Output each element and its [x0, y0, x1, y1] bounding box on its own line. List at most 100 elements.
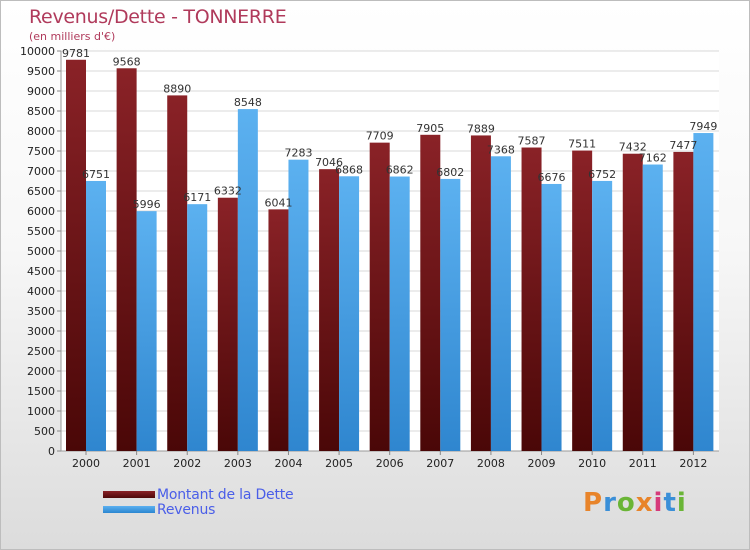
data-label: 6041 [264, 196, 292, 209]
legend-swatch-revenue [103, 506, 155, 513]
legend-swatch-debt [103, 491, 155, 498]
y-tick-label: 4500 [27, 265, 55, 278]
data-label: 6676 [538, 171, 566, 184]
proxiti-logo: Proxiti [583, 488, 687, 518]
y-tick-label: 8000 [27, 125, 55, 138]
bar-revenue [136, 211, 157, 451]
legend-item-debt: Montant de la Dette [103, 486, 294, 503]
logo-letter: P [583, 488, 604, 518]
data-label: 8548 [234, 96, 262, 109]
y-tick-label: 2000 [27, 365, 55, 378]
y-tick-label: 1000 [27, 405, 55, 418]
data-label: 7587 [518, 135, 546, 148]
x-tick-label: 2011 [629, 457, 657, 470]
bar-revenue [592, 180, 613, 452]
x-tick-label: 2009 [528, 457, 556, 470]
data-label: 5996 [133, 198, 161, 211]
y-tick-label: 0 [48, 445, 55, 458]
bar-debt [369, 142, 390, 451]
y-tick-label: 9500 [27, 65, 55, 78]
bar-debt [217, 197, 238, 451]
y-tick-label: 4000 [27, 285, 55, 298]
y-tick-label: 5500 [27, 225, 55, 238]
legend-label-revenue: Revenus [157, 501, 216, 518]
data-label: 6171 [183, 191, 211, 204]
data-label: 7949 [689, 120, 717, 133]
bar-debt [116, 68, 137, 451]
bar-debt [66, 59, 86, 451]
logo-letter: t [663, 488, 677, 518]
bar-revenue [642, 164, 663, 451]
bar-debt [622, 153, 643, 451]
bar-revenue [86, 180, 106, 451]
data-label: 7905 [416, 122, 444, 135]
data-label: 9781 [62, 47, 90, 60]
legend-item-revenue: Revenus [103, 501, 293, 518]
data-label: 6868 [335, 163, 363, 176]
logo-letter: o [616, 488, 636, 518]
x-tick-label: 2004 [274, 457, 302, 470]
data-label: 6752 [588, 168, 616, 181]
bar-revenue [490, 156, 511, 451]
bar-revenue [339, 176, 360, 451]
bar-revenue [237, 109, 258, 451]
legend: Montant de la Dette Revenus [103, 486, 294, 518]
x-tick-label: 2012 [679, 457, 707, 470]
x-tick-label: 2000 [72, 457, 100, 470]
y-tick-label: 500 [34, 425, 55, 438]
y-tick-label: 6000 [27, 205, 55, 218]
bar-revenue [288, 159, 309, 451]
data-label: 7162 [639, 152, 667, 165]
y-tick-label: 10000 [20, 45, 55, 58]
bar-debt [319, 169, 340, 451]
bar-debt [167, 95, 188, 452]
bar-revenue [541, 183, 562, 451]
y-tick-label: 9000 [27, 85, 55, 98]
x-tick-label: 2010 [578, 457, 606, 470]
y-tick-label: 8500 [27, 105, 55, 118]
bar-revenue [693, 133, 714, 452]
y-tick-label: 3000 [27, 325, 55, 338]
x-tick-label: 2005 [325, 457, 353, 470]
x-tick-label: 2001 [123, 457, 151, 470]
y-tick-label: 2500 [27, 345, 55, 358]
logo-letter: x [635, 488, 654, 518]
data-label: 7046 [315, 156, 343, 169]
x-tick-label: 2007 [426, 457, 454, 470]
data-label: 6751 [82, 168, 110, 181]
bar-debt [673, 151, 694, 452]
data-label: 6802 [436, 166, 464, 179]
y-tick-label: 3500 [27, 305, 55, 318]
bar-debt [470, 135, 491, 451]
data-label: 7889 [467, 122, 495, 135]
data-label: 7368 [487, 143, 515, 156]
bar-revenue [389, 176, 410, 451]
legend-label-debt: Montant de la Dette [157, 486, 294, 503]
x-tick-label: 2002 [173, 457, 201, 470]
data-label: 8890 [163, 82, 191, 95]
logo-letter: i [676, 488, 687, 518]
chart-title: Revenus/Dette - TONNERRE [29, 6, 287, 28]
data-label: 6332 [214, 185, 242, 198]
chart-subtitle: (en milliers d'€) [29, 30, 116, 43]
data-label: 7709 [366, 130, 394, 143]
data-label: 7477 [669, 139, 697, 152]
data-label: 7432 [619, 141, 647, 154]
bar-debt [420, 134, 441, 452]
logo-letter: r [603, 488, 617, 518]
y-tick-label: 7000 [27, 165, 55, 178]
bar-revenue [440, 178, 461, 452]
y-tick-label: 7500 [27, 145, 55, 158]
data-label: 9568 [113, 55, 141, 68]
y-tick-label: 1500 [27, 385, 55, 398]
data-label: 7283 [284, 147, 312, 160]
data-label: 6862 [386, 164, 414, 177]
data-label: 7511 [568, 138, 596, 151]
x-tick-label: 2008 [477, 457, 505, 470]
bar-debt [572, 150, 593, 451]
y-tick-label: 6500 [27, 185, 55, 198]
bar-debt [521, 147, 542, 451]
bar-debt [268, 209, 289, 451]
